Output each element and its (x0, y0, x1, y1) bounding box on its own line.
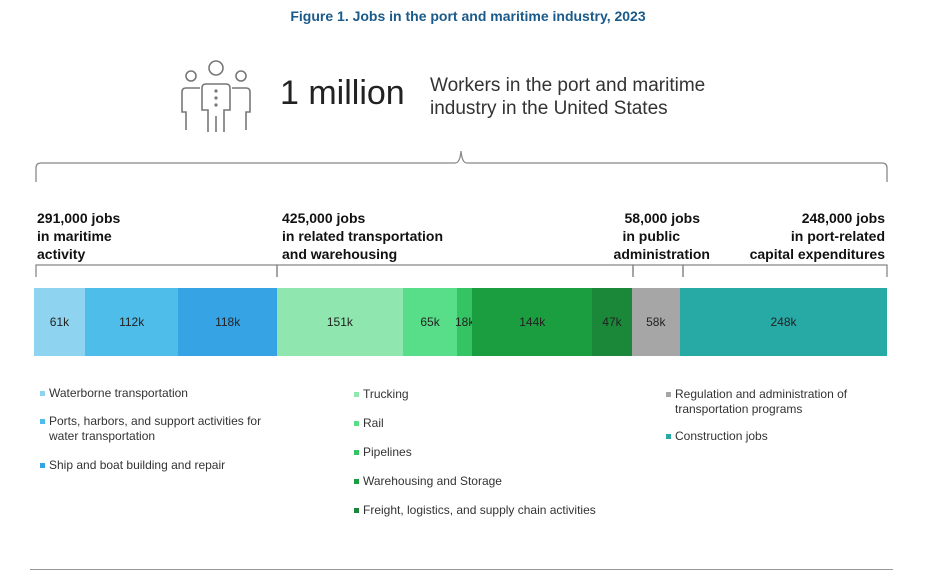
legend-swatch (354, 479, 359, 484)
segment-label: 47k (602, 315, 622, 329)
group-line: 58,000 jobs (624, 210, 701, 226)
group-line: activity (37, 246, 86, 262)
group-line: and warehousing (282, 246, 398, 262)
segment-label: 18k (454, 315, 475, 329)
legend-item: Ports, harbors, and support activities f… (40, 414, 280, 444)
group-label-transport: 425,000 jobs in related transportation and… (282, 209, 443, 263)
group-label-capex: 248,000 jobs in port-related capital expen… (700, 209, 885, 263)
legend-label: Ship and boat building and repair (49, 458, 226, 472)
bar-segment: 144k (472, 288, 593, 356)
legend-label: Trucking (363, 387, 409, 401)
bracket-public (632, 264, 684, 277)
legend-item: Waterborne transportation (40, 386, 280, 401)
legend-label: Pipelines (363, 445, 412, 459)
group-label-maritime: 291,000 jobs in maritime activity (37, 209, 120, 263)
bar-segment: 47k (592, 288, 632, 356)
footer-divider (30, 569, 893, 570)
headline-line2: industry in the United States (430, 98, 668, 119)
headline-value: 1 million (280, 74, 405, 112)
legend-swatch (354, 421, 359, 426)
legend-label: Freight, logistics, and supply chain act… (363, 503, 596, 517)
legend-item: Warehousing and Storage (354, 474, 634, 489)
legend-label: Ports, harbors, and support activities f… (49, 414, 262, 443)
segment-label: 58k (646, 315, 666, 329)
legend-item: Trucking (354, 387, 634, 402)
group-line: in public (622, 228, 680, 244)
brackets (35, 150, 888, 277)
segment-label: 65k (420, 315, 440, 329)
bar-segment: 61k (34, 288, 85, 356)
segment-label: 118k (215, 315, 241, 329)
bracket-capex (682, 264, 888, 277)
bar-segment: 151k (276, 288, 403, 356)
bar-segment: 65k (402, 288, 458, 356)
group-line: in related transportation (282, 228, 444, 244)
legend-swatch (666, 434, 671, 439)
legend-label: Warehousing and Storage (363, 474, 502, 488)
legend-item: Freight, logistics, and supply chain act… (354, 503, 634, 518)
bar-segment: 18k (454, 288, 475, 356)
group-line: 291,000 jobs (37, 210, 121, 226)
group-line: capital expenditures (749, 246, 885, 262)
legend-label: Rail (363, 416, 384, 430)
segment-label: 144k (519, 315, 546, 329)
stacked-bar: 61k 112k 118k 151k 65k 18k 144k 47k 58k 248k (34, 288, 887, 356)
bar-segment: 58k (631, 288, 680, 356)
group-line: in port-related (790, 228, 885, 244)
segment-label: 61k (49, 315, 70, 329)
legend-item: Ship and boat building and repair (40, 458, 280, 473)
group-line: administration (613, 246, 710, 262)
legend-swatch (40, 463, 45, 468)
legend-label: Regulation and administration of transpo… (675, 387, 848, 416)
group-label-public: 58,000 jobs in public administration (560, 209, 710, 263)
segment-label: 112k (119, 315, 145, 329)
legend-swatch (354, 450, 359, 455)
legend-label: Waterborne transportation (49, 386, 188, 400)
bar-segment: 112k (84, 288, 179, 356)
legend-item: Regulation and administration of transpo… (666, 387, 886, 417)
legend-swatch (354, 392, 359, 397)
group-line: in maritime (37, 228, 112, 244)
segment-label: 151k (326, 315, 353, 329)
legend-swatch (354, 508, 359, 513)
figure-title: Figure 1. Jobs in the port and maritime … (290, 8, 646, 24)
headline-text: Workers in the port and maritime industr… (430, 74, 705, 120)
legend-item: Pipelines (354, 445, 634, 460)
legend-item: Rail (354, 416, 634, 431)
bar-segment: 248k (680, 288, 887, 356)
total-brace (35, 150, 888, 182)
legend-item: Construction jobs (666, 429, 886, 444)
bracket-transport (276, 264, 634, 277)
group-line: 425,000 jobs (282, 210, 366, 226)
group-line: 248,000 jobs (801, 210, 885, 226)
segment-label: 248k (770, 315, 797, 329)
people-group-icon (181, 60, 251, 132)
bracket-maritime (35, 264, 278, 277)
legend-swatch (40, 391, 45, 396)
legend-label: Construction jobs (675, 429, 768, 443)
legend-swatch (666, 392, 671, 397)
headline-line1: Workers in the port and maritime (430, 75, 706, 96)
bar-segment: 118k (178, 288, 277, 356)
legend-swatch (40, 419, 45, 424)
